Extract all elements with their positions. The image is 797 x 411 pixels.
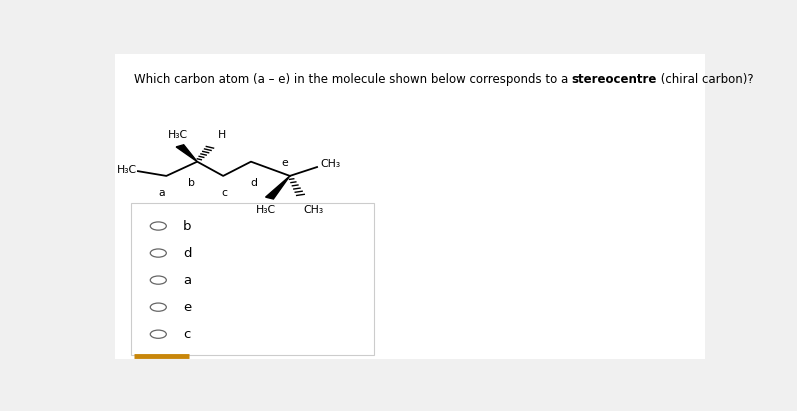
FancyBboxPatch shape	[115, 54, 705, 360]
Text: stereocentre: stereocentre	[571, 73, 657, 86]
Text: b: b	[183, 219, 191, 233]
Text: b: b	[187, 178, 194, 188]
Text: H₃C: H₃C	[116, 164, 137, 175]
Text: a: a	[158, 188, 165, 199]
Text: (chiral carbon)?: (chiral carbon)?	[657, 73, 754, 86]
Polygon shape	[265, 176, 290, 199]
Polygon shape	[176, 145, 197, 162]
Text: e: e	[183, 301, 191, 314]
Text: H₃C: H₃C	[167, 130, 187, 140]
Text: c: c	[222, 188, 227, 199]
Text: Which carbon atom (a – e) in the molecule shown below corresponds to a: Which carbon atom (a – e) in the molecul…	[134, 73, 571, 86]
Text: c: c	[183, 328, 190, 341]
Text: CH₃: CH₃	[304, 205, 324, 215]
Text: CH₃: CH₃	[320, 159, 340, 169]
Text: H₃C: H₃C	[257, 205, 277, 215]
Text: e: e	[281, 158, 289, 168]
Text: a: a	[183, 274, 191, 286]
Text: H: H	[218, 130, 226, 141]
FancyBboxPatch shape	[131, 203, 375, 355]
Text: d: d	[183, 247, 191, 260]
Text: d: d	[250, 178, 257, 188]
